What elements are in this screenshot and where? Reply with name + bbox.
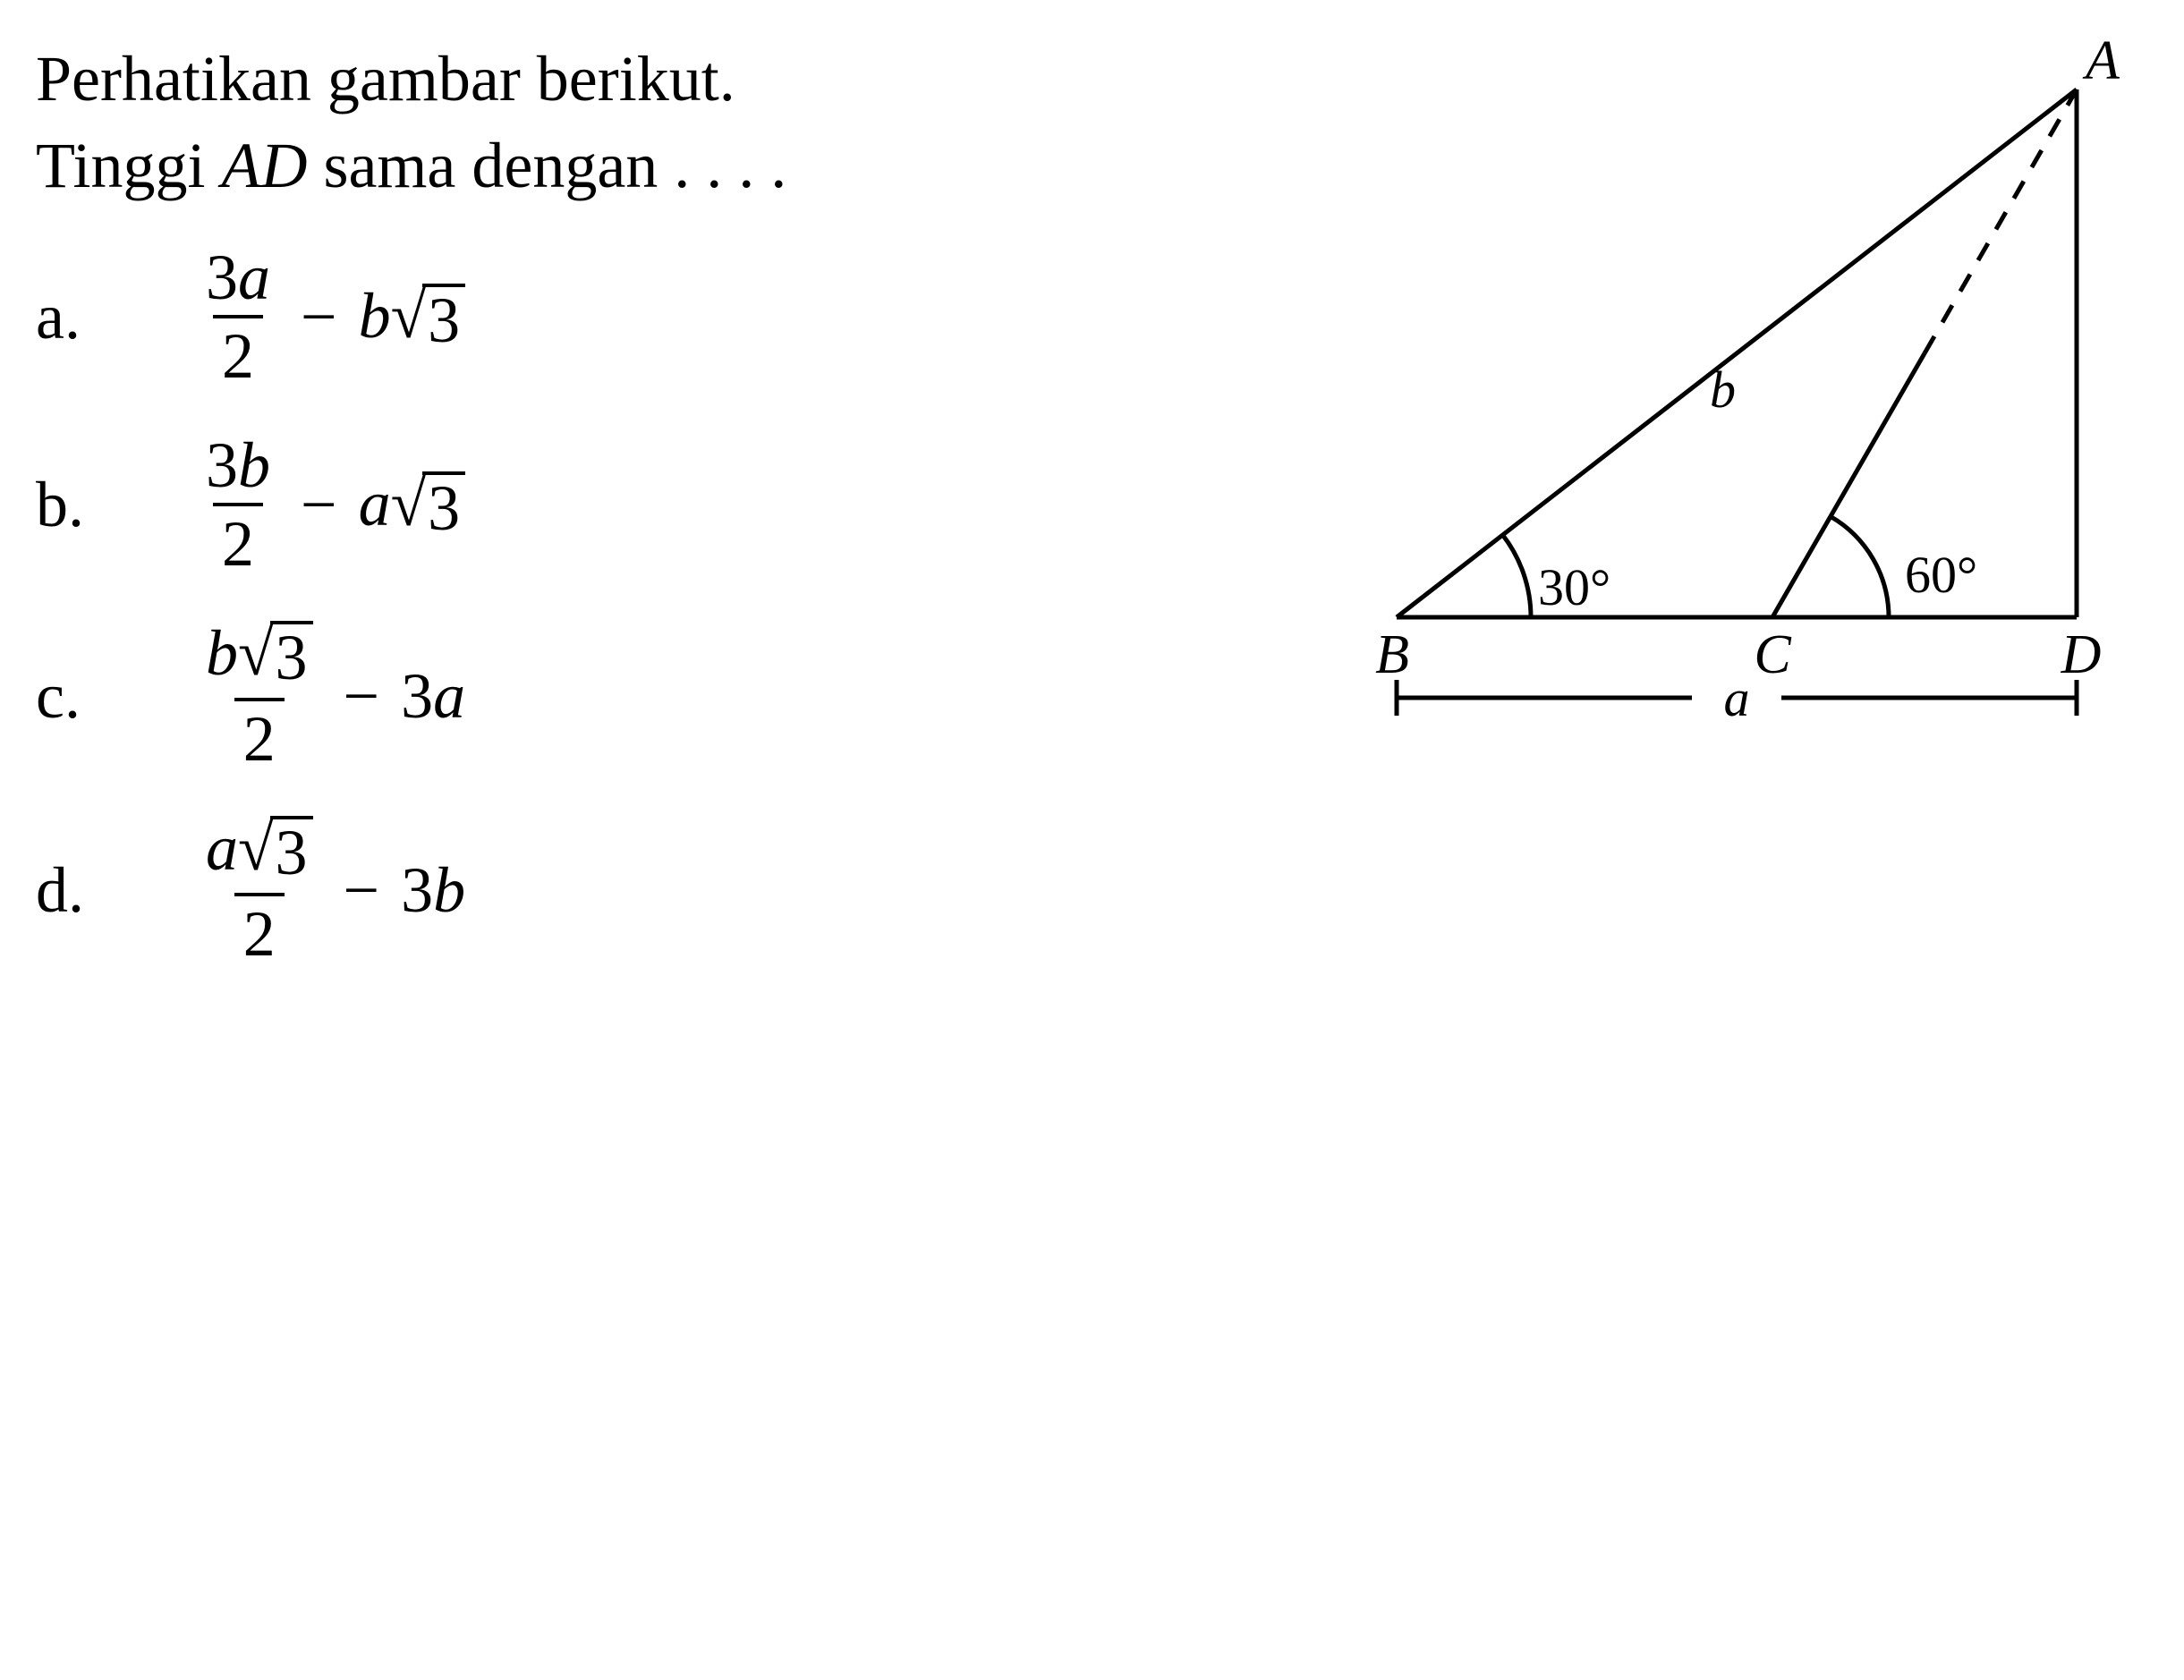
options-list: a. 3a 2 − b√3 b. xyxy=(36,245,1307,965)
svg-text:a: a xyxy=(1724,669,1750,727)
text-column: Perhatikan gambar berikut. Tinggi AD sam… xyxy=(36,36,1343,966)
prompt-var-ad: AD xyxy=(221,130,307,201)
prompt-text: Perhatikan gambar berikut. Tinggi AD sam… xyxy=(36,36,1307,209)
question-block: Perhatikan gambar berikut. Tinggi AD sam… xyxy=(36,36,2148,966)
option-b-fraction: 3b 2 xyxy=(197,433,279,576)
sqrt-icon: √3 xyxy=(391,284,466,355)
option-b-label: b. xyxy=(36,468,89,542)
minus-sign: − xyxy=(344,853,380,928)
option-c-expr: b√3 2 − 3a xyxy=(197,621,465,771)
option-b: b. 3b 2 − a√3 xyxy=(36,433,1307,576)
triangle-diagram: A B C Db 30° 60° a xyxy=(1343,36,2148,769)
option-d-num: a√3 xyxy=(197,816,322,893)
option-a-num: 3a xyxy=(197,245,279,315)
option-a-term2: b√3 xyxy=(359,279,466,355)
option-c-label: c. xyxy=(36,659,89,734)
option-a: a. 3a 2 − b√3 xyxy=(36,245,1307,388)
svg-text:30°: 30° xyxy=(1538,558,1610,616)
option-b-term2: a√3 xyxy=(359,467,466,543)
option-d-fraction: a√3 2 xyxy=(197,816,322,966)
svg-text:b: b xyxy=(1710,361,1736,419)
prompt-line2-pre: Tinggi xyxy=(36,130,221,201)
svg-text:D: D xyxy=(2061,624,2102,685)
option-a-expr: 3a 2 − b√3 xyxy=(197,245,465,388)
option-c-fraction: b√3 2 xyxy=(197,621,322,771)
option-d-term2: 3b xyxy=(401,853,465,928)
prompt-line2-post: sama dengan . . . . xyxy=(307,130,786,201)
sqrt-icon: √3 xyxy=(238,621,313,692)
option-c-num: b√3 xyxy=(197,621,322,698)
option-b-expr: 3b 2 − a√3 xyxy=(197,433,465,576)
diagram-column: A B C Db 30° 60° a xyxy=(1343,36,2148,769)
option-d-den: 2 xyxy=(234,893,285,966)
option-c: c. b√3 2 − 3a xyxy=(36,621,1307,771)
question-row: Perhatikan gambar berikut. Tinggi AD sam… xyxy=(36,36,2148,966)
option-a-label: a. xyxy=(36,280,89,354)
sqrt-icon: √3 xyxy=(238,816,313,887)
option-d-expr: a√3 2 − 3b xyxy=(197,816,465,966)
option-d: d. a√3 2 − 3b xyxy=(36,816,1307,966)
minus-sign: − xyxy=(301,280,337,354)
sqrt-icon: √3 xyxy=(391,471,466,543)
option-a-fraction: 3a 2 xyxy=(197,245,279,388)
minus-sign: − xyxy=(344,659,380,734)
minus-sign: − xyxy=(301,468,337,542)
option-a-den: 2 xyxy=(213,315,263,388)
option-c-den: 2 xyxy=(234,698,285,771)
option-d-label: d. xyxy=(36,853,89,928)
option-b-num: 3b xyxy=(197,433,279,503)
svg-text:60°: 60° xyxy=(1905,546,1977,604)
svg-text:C: C xyxy=(1754,624,1791,685)
svg-text:A: A xyxy=(2082,36,2120,91)
svg-text:B: B xyxy=(1375,624,1409,685)
prompt-line1: Perhatikan gambar berikut. xyxy=(36,43,735,115)
option-b-den: 2 xyxy=(213,503,263,576)
option-c-term2: 3a xyxy=(401,659,465,734)
